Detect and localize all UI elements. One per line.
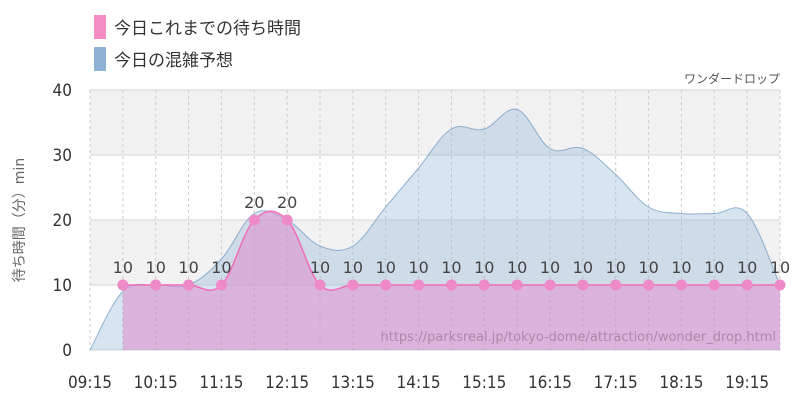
attraction-name: ワンダードロップ: [684, 71, 780, 86]
data-label: 10: [211, 258, 231, 277]
x-tick-label: 17:15: [594, 373, 638, 393]
source-url: https://parksreal.jp/tokyo-dome/attracti…: [381, 330, 777, 345]
actual-point: [314, 279, 326, 291]
actual-point: [281, 214, 293, 226]
data-label: 10: [507, 258, 527, 277]
data-label: 10: [704, 258, 724, 277]
data-label: 10: [178, 258, 198, 277]
data-label: 10: [343, 258, 363, 277]
y-axis-ticks: 0 10 20 30 40: [53, 81, 72, 361]
actual-point: [117, 279, 129, 291]
actual-area: [122, 211, 781, 350]
actual-point: [643, 279, 655, 291]
x-tick-label: 10:15: [134, 373, 178, 393]
actual-point: [183, 279, 195, 291]
data-label: 20: [244, 193, 264, 212]
data-label: 20: [277, 193, 297, 212]
y-tick-label: 10: [53, 276, 72, 296]
legend: 今日これまでの待ち時間 今日の混雑予想: [94, 15, 301, 71]
actual-point: [544, 279, 556, 291]
actual-point: [577, 279, 589, 291]
series-areas: [89, 108, 781, 351]
x-tick-label: 13:15: [331, 373, 375, 393]
actual-point: [708, 279, 720, 291]
actual-point: [741, 279, 753, 291]
actual-point: [347, 279, 359, 291]
x-axis-ticks: 09:15 10:15 11:15 12:15 13:15 14:15 15:15 16:15…: [68, 373, 769, 393]
x-tick-label: 09:15: [68, 373, 112, 393]
data-label: 10: [573, 258, 593, 277]
data-labels: 10 10 10 10 20 20 10 10 10 10 10 10 10 10 10 10 10 10 10 10…: [113, 193, 791, 277]
data-label: 10: [540, 258, 560, 277]
data-label: 10: [376, 258, 396, 277]
x-tick-label: 19:15: [725, 373, 769, 393]
actual-point: [445, 279, 457, 291]
x-tick-label: 11:15: [199, 373, 243, 393]
data-label: 10: [671, 258, 691, 277]
x-tick-label: 14:15: [397, 373, 441, 393]
plot-band: [90, 155, 780, 220]
y-tick-label: 20: [53, 211, 72, 231]
actual-point: [380, 279, 392, 291]
data-label: 10: [474, 258, 494, 277]
data-label: 10: [441, 258, 461, 277]
y-tick-label: 0: [62, 341, 72, 361]
data-label: 10: [638, 258, 658, 277]
actual-point: [413, 279, 425, 291]
actual-point: [248, 214, 260, 226]
legend-swatch-forecast: [94, 47, 106, 71]
data-label: 10: [146, 258, 166, 277]
x-tick-label: 18:15: [659, 373, 703, 393]
actual-point: [478, 279, 490, 291]
data-label: 10: [310, 258, 330, 277]
y-tick-label: 30: [53, 146, 72, 166]
actual-point: [774, 279, 786, 291]
data-label: 10: [606, 258, 626, 277]
actual-point: [511, 279, 523, 291]
actual-point: [675, 279, 687, 291]
data-label: 10: [113, 258, 133, 277]
x-tick-label: 12:15: [265, 373, 309, 393]
plot-band: [90, 90, 780, 155]
data-points: [117, 214, 786, 291]
actual-point: [150, 279, 162, 291]
x-tick-label: 16:15: [528, 373, 572, 393]
forecast-line: [89, 108, 781, 351]
y-tick-label: 40: [53, 81, 72, 101]
actual-point: [610, 279, 622, 291]
y-axis-label: 待ち時間（分）min: [12, 158, 28, 282]
legend-swatch-actual: [94, 15, 106, 39]
data-label: 10: [737, 258, 757, 277]
legend-label-actual: 今日これまでの待ち時間: [114, 19, 301, 39]
data-label: 10: [770, 258, 790, 277]
legend-label-forecast: 今日の混雑予想: [114, 51, 233, 71]
actual-point: [215, 279, 227, 291]
x-tick-label: 15:15: [462, 373, 506, 393]
data-label: 10: [408, 258, 428, 277]
